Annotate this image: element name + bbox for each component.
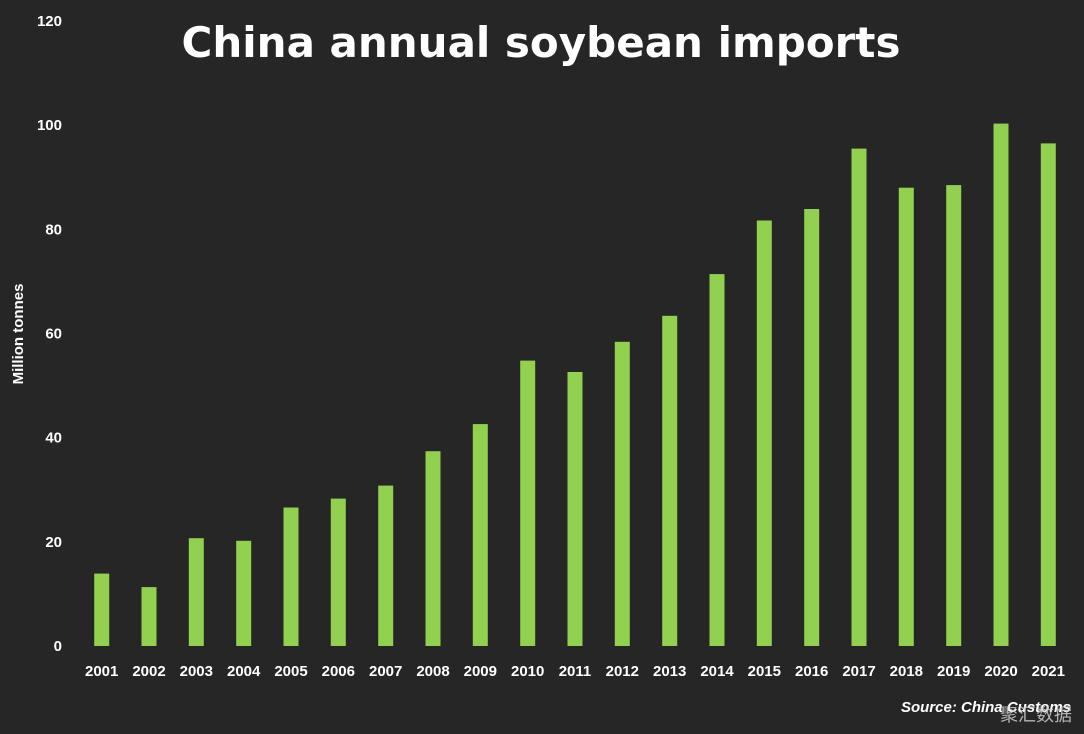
bar-2004 [236, 540, 252, 646]
chart-title: China annual soybean imports [182, 18, 901, 67]
x-tick-label: 2020 [984, 663, 1017, 680]
x-tick-label: 2019 [937, 663, 970, 680]
bar-2005 [283, 507, 299, 646]
bar-2011 [567, 372, 583, 646]
y-tick-label: 0 [54, 638, 62, 655]
x-tick-label: 2001 [85, 663, 118, 680]
x-tick-label: 2004 [227, 663, 261, 680]
x-tick-label: 2011 [559, 663, 592, 680]
x-tick-label: 2017 [842, 663, 875, 680]
bar-2009 [472, 424, 488, 646]
bar-2013 [662, 315, 678, 646]
x-tick-label: 2006 [322, 663, 355, 680]
x-tick-label: 2013 [653, 663, 686, 680]
x-tick-label: 2014 [700, 663, 734, 680]
x-tick-label: 2007 [369, 663, 402, 680]
x-tick-label: 2003 [180, 663, 213, 680]
bar-2001 [94, 573, 110, 646]
bar-2020 [993, 123, 1009, 647]
bar-2010 [520, 360, 536, 646]
x-tick-label: 2021 [1032, 663, 1065, 680]
bar-2002 [141, 587, 157, 646]
x-tick-label: 2005 [274, 663, 307, 680]
x-tick-label: 2012 [606, 663, 639, 680]
x-tick-label: 2015 [748, 663, 781, 680]
bar-2014 [709, 274, 725, 646]
y-tick-label: 20 [45, 534, 62, 551]
y-axis-label: Million tonnes [10, 284, 27, 385]
bars-group [94, 123, 1056, 647]
bar-2007 [378, 485, 394, 646]
y-axis-ticks: 0 20 40 60 80 100 120 [37, 13, 62, 655]
y-tick-label: 100 [37, 117, 62, 134]
x-tick-label: 2008 [416, 663, 449, 680]
bar-2016 [804, 209, 820, 646]
bar-2012 [614, 341, 630, 646]
x-tick-label: 2009 [464, 663, 497, 680]
bar-2021 [1040, 143, 1056, 646]
bar-2008 [425, 451, 441, 646]
y-tick-label: 40 [45, 430, 62, 447]
bar-2019 [946, 185, 962, 646]
y-tick-label: 80 [45, 221, 62, 238]
x-axis-ticks: 2001 2002 2003 2004 2005 2006 2007 2008 2009 2010… [85, 663, 1065, 680]
source-note: Source: China Customs [901, 699, 1071, 716]
x-tick-label: 2018 [890, 663, 923, 680]
bar-2018 [898, 187, 914, 646]
bar-2015 [756, 220, 772, 646]
bar-2006 [330, 498, 346, 646]
bar-2017 [851, 148, 867, 646]
y-tick-label: 60 [45, 326, 62, 343]
watermark: 聚汇数据 [1000, 705, 1072, 726]
x-tick-label: 2002 [132, 663, 165, 680]
x-tick-label: 2010 [511, 663, 544, 680]
y-tick-label: 120 [37, 13, 62, 30]
x-tick-label: 2016 [795, 663, 828, 680]
bar-2003 [188, 538, 204, 646]
